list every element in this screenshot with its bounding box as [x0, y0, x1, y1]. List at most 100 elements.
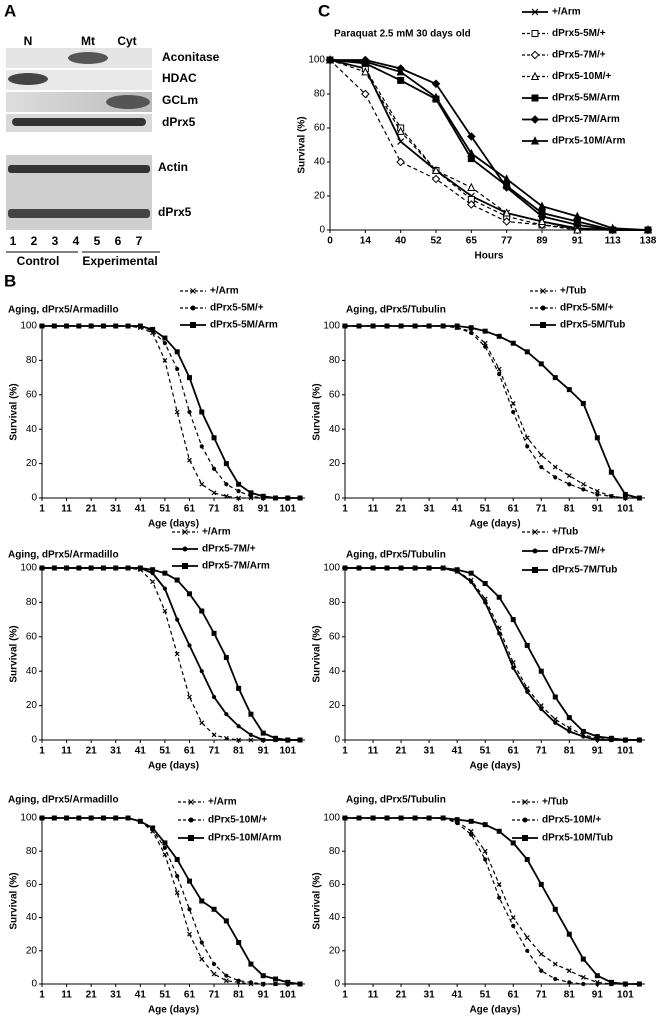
marker — [552, 694, 558, 700]
marker — [553, 720, 558, 725]
marker — [594, 435, 600, 441]
legend-label: dPrx5-5M/+ — [552, 28, 606, 39]
marker — [211, 694, 217, 700]
marker — [566, 931, 572, 937]
chart-title: Aging, dPrx5/Tubulin — [346, 305, 446, 316]
marker — [236, 940, 242, 945]
marker — [540, 322, 546, 328]
x-tick-label: 11 — [368, 504, 379, 515]
marker — [522, 817, 528, 823]
marker — [467, 200, 476, 209]
x-tick-label: 65 — [466, 236, 478, 247]
marker — [342, 565, 348, 571]
marker — [609, 494, 614, 499]
x-tick-label: 41 — [452, 990, 464, 1001]
marker — [510, 400, 516, 406]
marker — [412, 565, 418, 571]
x-tick-label: 1 — [39, 990, 45, 1001]
marker — [182, 563, 188, 569]
marker — [223, 461, 229, 467]
panel-label: B — [4, 271, 16, 290]
marker — [573, 225, 582, 234]
y-tick-label: 0 — [334, 735, 340, 746]
series-line — [329, 59, 648, 231]
x-tick-label: 77 — [501, 236, 513, 247]
x-tick-label: 11 — [61, 990, 72, 1001]
marker — [174, 890, 180, 896]
marker — [426, 323, 432, 329]
marker — [248, 490, 254, 496]
marker — [538, 668, 544, 674]
marker — [150, 567, 156, 573]
marker — [469, 330, 474, 335]
marker — [396, 157, 405, 167]
panel-label: A — [4, 1, 16, 20]
y-tick-label: 20 — [26, 458, 38, 469]
marker — [182, 529, 188, 535]
marker — [199, 940, 204, 945]
marker — [248, 732, 254, 737]
marker — [223, 918, 229, 924]
marker — [622, 492, 628, 498]
x-tick-label: 101 — [279, 746, 296, 757]
marker — [483, 600, 488, 605]
marker — [502, 174, 511, 183]
marker — [361, 67, 370, 76]
marker — [187, 409, 192, 415]
marker — [285, 737, 291, 743]
marker — [64, 565, 70, 571]
series-line — [329, 59, 648, 231]
marker — [538, 452, 544, 458]
marker — [454, 323, 460, 329]
marker — [236, 724, 241, 729]
marker — [594, 488, 600, 494]
marker — [412, 323, 418, 329]
marker — [496, 828, 502, 834]
x-tick-label: 11 — [61, 746, 72, 757]
y-tick-label: 20 — [329, 700, 341, 711]
legend-label: +/Arm — [202, 527, 231, 538]
marker — [538, 881, 544, 887]
legend-label: dPrx5-7M/Arm — [552, 114, 620, 125]
marker — [497, 631, 502, 636]
lane-label: 2 — [31, 234, 38, 248]
marker — [162, 357, 168, 363]
x-tick-label: 51 — [480, 990, 492, 1001]
marker — [608, 979, 614, 985]
marker — [100, 323, 106, 329]
band-label: dPrx5 — [158, 205, 192, 219]
marker — [530, 136, 540, 145]
x-tick-label: 41 — [135, 990, 147, 1001]
marker — [186, 878, 192, 884]
y-tick-label: 60 — [26, 631, 38, 642]
x-tick-label: 81 — [233, 746, 245, 757]
marker — [566, 387, 572, 393]
marker — [511, 665, 516, 670]
marker — [581, 487, 586, 492]
marker — [174, 349, 180, 355]
marker — [539, 464, 544, 470]
marker — [76, 323, 82, 329]
marker — [199, 608, 205, 614]
marker — [384, 565, 390, 571]
y-axis-label: Survival (%) — [9, 383, 20, 440]
y-tick-label: 100 — [20, 813, 37, 824]
marker — [285, 495, 291, 501]
series-line — [345, 325, 640, 499]
series-line — [345, 567, 640, 741]
marker — [580, 728, 586, 734]
y-tick-label: 80 — [314, 89, 326, 100]
x-tick-label: 81 — [564, 504, 576, 515]
legend-label: +/Arm — [552, 7, 581, 18]
marker — [236, 737, 242, 743]
marker — [211, 732, 217, 738]
y-tick-label: 80 — [329, 846, 341, 857]
marker — [538, 361, 544, 367]
legend-label: dPrx5-10M/Arm — [552, 136, 625, 147]
y-tick-label: 0 — [31, 493, 37, 504]
legend-label: +/Tub — [542, 797, 568, 808]
marker — [532, 567, 538, 573]
marker — [573, 220, 582, 230]
marker — [150, 579, 156, 585]
marker — [370, 565, 376, 571]
